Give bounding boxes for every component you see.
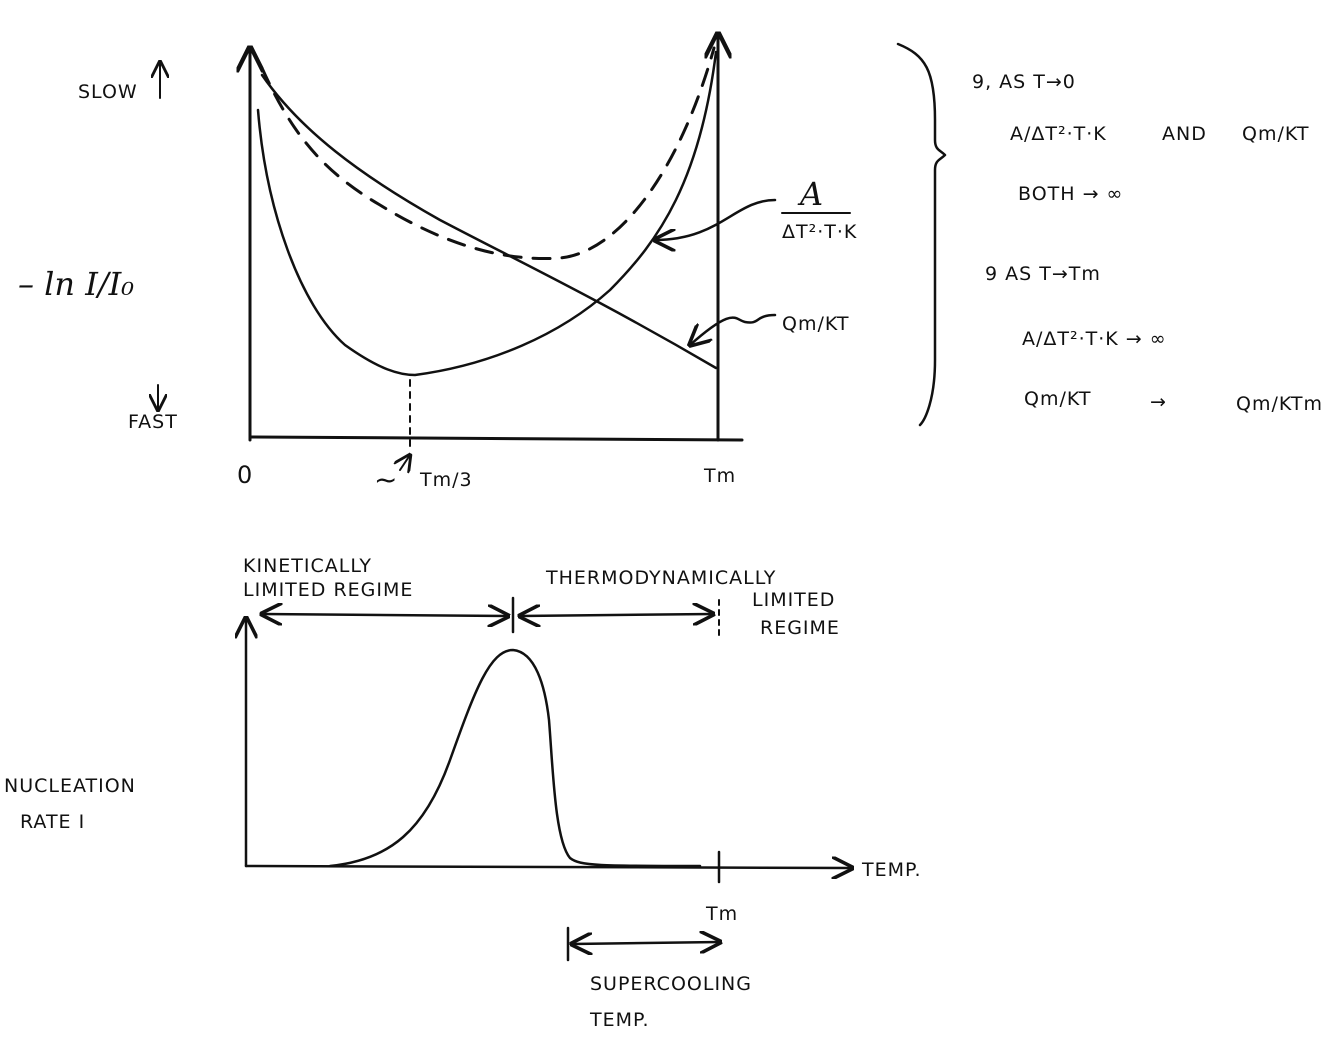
kinetic-regime-arrow [262,614,508,616]
diffusion-label-numerator: A [797,175,823,213]
top-graph: 0 ~ Tm/3 Tm SLOW – ln I/I₀ FAST A ΔT²·T·… [18,34,857,496]
diffusion-label-arrow [655,198,777,240]
rate-label-line2: RATE I [20,811,85,833]
regime-kinetic-line2: LIMITED REGIME [243,579,413,601]
supercooling-line1: SUPERCOOLING [590,973,752,995]
note2-heading: 9 AS T→Tm [985,263,1101,285]
regime-thermo-line2: LIMITED [752,589,835,611]
nucleation-rate-curve [328,648,702,868]
note1-and: AND [1162,123,1207,145]
supercooling-line2: TEMP. [589,1009,650,1031]
note2-arrow: → [1150,391,1167,413]
diffusion-label-denominator: ΔT²·T·K [782,221,857,243]
supercooling-arrow [572,942,720,944]
x-tick-tm-third: Tm/3 [419,469,473,491]
activation-curve [260,73,718,370]
note1-expr-a: A/ΔT²·T·K [1010,123,1107,145]
diffusion-curve [256,50,718,377]
y-label-slow: SLOW [78,81,138,103]
regime-kinetic-line1: KINETICALLY [243,555,372,577]
sum-curve-dashed [260,46,716,260]
x-tick-tm: Tm [703,465,736,487]
notes-brace [896,42,947,427]
thermo-regime-arrow [520,614,713,616]
note1-both-infinity: BOTH → ∞ [1018,183,1123,205]
rate-label-line1: NUCLEATION [4,775,136,797]
notes-block: 9, AS T→0 A/ΔT²·T·K AND Qm/KT BOTH → ∞ 9… [972,71,1323,415]
x-tick-zero: 0 [237,461,252,489]
tm-label: Tm [705,903,738,925]
y-label-fast: FAST [128,411,178,433]
note1-expr-b: Qm/KT [1242,123,1309,145]
tm-third-pointer [400,455,410,470]
bottom-graph: KINETICALLY LIMITED REGIME THERMODYNAMIC… [4,555,922,1031]
y-label-lnI: – ln I/I₀ [18,265,134,303]
activation-label-arrow [690,313,777,345]
note2-expr-a: Qm/KT [1024,388,1091,410]
regime-thermo-line3: REGIME [760,617,840,639]
activation-label: Qm/KT [782,313,849,335]
temp-x-axis [244,866,852,868]
regime-thermo-line1: THERMODYNAMICALLY [545,567,776,589]
note1-heading: 9, AS T→0 [972,71,1076,93]
x-tick-approx: ~ [374,463,397,496]
top-x-axis [248,435,744,442]
note2-expr-b: Qm/KTm [1236,393,1323,415]
note2-expr: A/ΔT²·T·K → ∞ [1022,328,1167,350]
temp-axis-label: TEMP. [861,859,922,881]
